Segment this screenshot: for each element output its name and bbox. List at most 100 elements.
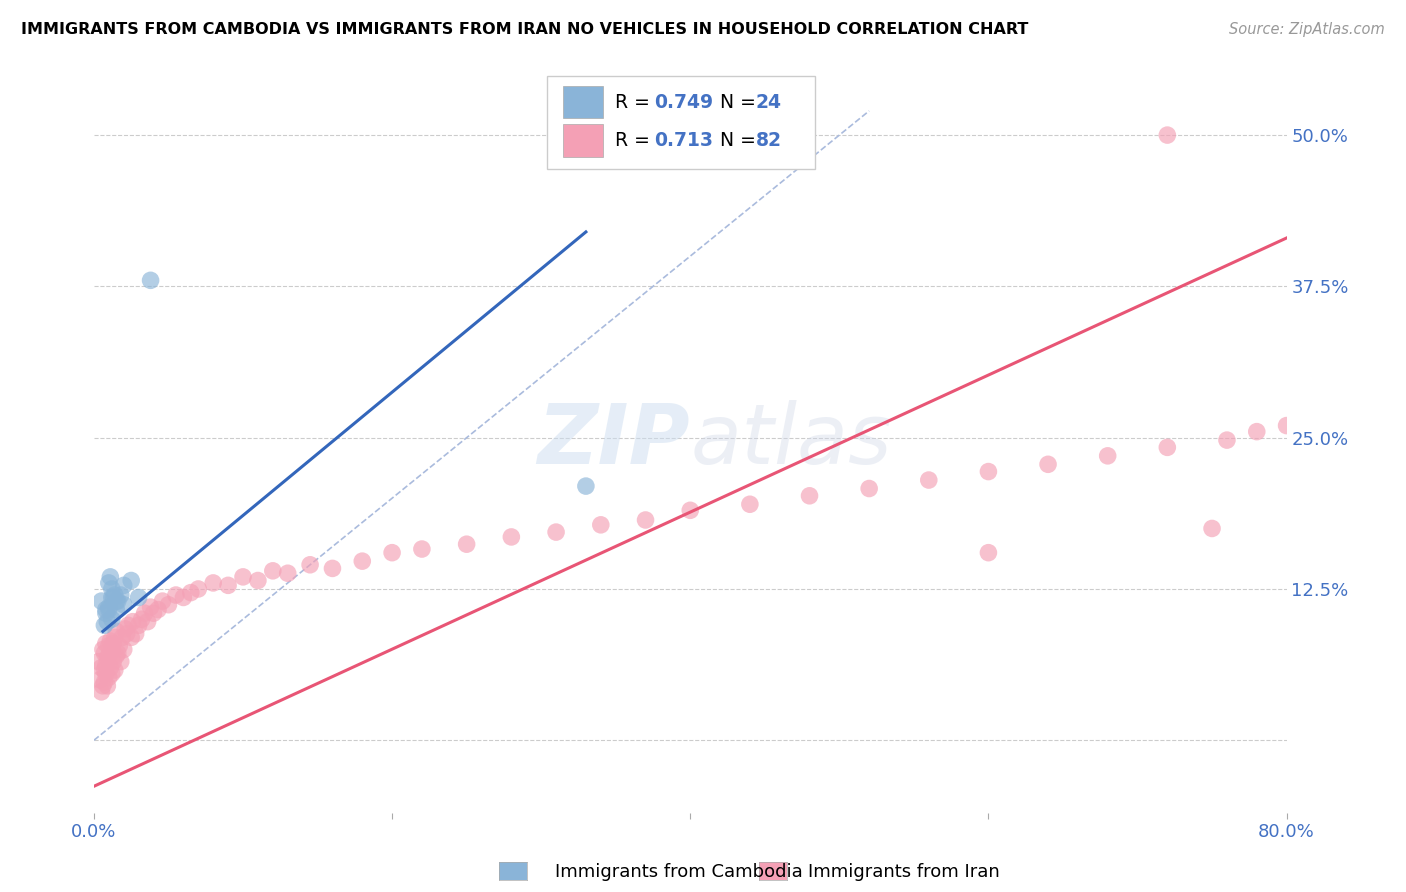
Point <box>101 612 124 626</box>
Point <box>124 627 146 641</box>
Point <box>232 570 254 584</box>
Point <box>110 655 132 669</box>
Point <box>352 554 374 568</box>
FancyBboxPatch shape <box>547 76 815 169</box>
Point <box>152 594 174 608</box>
Point <box>90 685 112 699</box>
Text: IMMIGRANTS FROM CAMBODIA VS IMMIGRANTS FROM IRAN NO VEHICLES IN HOUSEHOLD CORREL: IMMIGRANTS FROM CAMBODIA VS IMMIGRANTS F… <box>21 22 1028 37</box>
Point <box>94 602 117 616</box>
Point <box>90 660 112 674</box>
Text: Source: ZipAtlas.com: Source: ZipAtlas.com <box>1229 22 1385 37</box>
Point <box>105 648 128 663</box>
Point <box>977 465 1000 479</box>
Point <box>1216 433 1239 447</box>
Point <box>1156 441 1178 455</box>
Point <box>217 578 239 592</box>
Text: 82: 82 <box>756 131 782 150</box>
Point <box>180 585 202 599</box>
Text: R =: R = <box>614 131 657 150</box>
Point <box>411 542 433 557</box>
Point <box>589 517 612 532</box>
Point <box>97 648 120 663</box>
Point <box>90 594 112 608</box>
Text: atlas: atlas <box>690 401 891 481</box>
Point <box>321 561 343 575</box>
Point <box>120 631 142 645</box>
Point <box>1275 418 1298 433</box>
Point <box>91 642 114 657</box>
Point <box>98 660 121 674</box>
Point <box>187 582 209 596</box>
Point <box>112 598 135 612</box>
Point <box>858 482 880 496</box>
Point <box>134 606 156 620</box>
Point <box>112 578 135 592</box>
Point <box>136 615 159 629</box>
Point <box>142 606 165 620</box>
Point <box>97 600 120 615</box>
Point <box>93 675 115 690</box>
Point <box>93 646 115 660</box>
Point <box>105 602 128 616</box>
Point <box>101 582 124 596</box>
FancyBboxPatch shape <box>562 86 603 119</box>
Text: 0.713: 0.713 <box>654 131 713 150</box>
Point <box>103 655 125 669</box>
Point <box>299 558 322 572</box>
Point <box>105 594 128 608</box>
Point <box>456 537 478 551</box>
Text: 24: 24 <box>756 93 782 112</box>
Point <box>111 631 134 645</box>
Point <box>1201 521 1223 535</box>
Point <box>103 591 125 605</box>
Point <box>246 574 269 588</box>
Point <box>262 564 284 578</box>
Text: R =: R = <box>614 93 657 112</box>
Point <box>634 513 657 527</box>
Point <box>91 679 114 693</box>
Point <box>104 631 127 645</box>
Point <box>107 646 129 660</box>
Point <box>101 666 124 681</box>
Point <box>97 639 120 653</box>
Point <box>105 624 128 639</box>
Point <box>104 588 127 602</box>
Point <box>277 566 299 581</box>
Text: 0.749: 0.749 <box>654 93 714 112</box>
Point <box>575 479 598 493</box>
Point <box>546 525 568 540</box>
Point <box>918 473 941 487</box>
Point <box>381 546 404 560</box>
Point <box>107 594 129 608</box>
Point <box>139 273 162 287</box>
Point <box>98 570 121 584</box>
Point <box>97 576 120 591</box>
Point <box>97 602 120 616</box>
Point <box>96 651 118 665</box>
Text: ZIP: ZIP <box>537 401 690 481</box>
Point <box>139 600 162 615</box>
Point <box>93 663 115 677</box>
Text: N =: N = <box>709 131 762 150</box>
Point <box>146 602 169 616</box>
Point <box>1097 449 1119 463</box>
Text: Immigrants from Iran: Immigrants from Iran <box>808 863 1000 881</box>
Point <box>96 679 118 693</box>
Point <box>679 503 702 517</box>
Point <box>98 634 121 648</box>
Point <box>1036 458 1059 472</box>
Point <box>96 615 118 629</box>
Text: N =: N = <box>709 93 762 112</box>
Point <box>101 591 124 605</box>
Point <box>121 615 143 629</box>
Point <box>128 618 150 632</box>
Point <box>110 588 132 602</box>
Point <box>128 591 150 605</box>
Point <box>131 612 153 626</box>
Point <box>172 591 194 605</box>
Point <box>157 598 180 612</box>
Point <box>1156 128 1178 142</box>
Point <box>89 673 111 687</box>
Point <box>1246 425 1268 439</box>
Point <box>103 636 125 650</box>
